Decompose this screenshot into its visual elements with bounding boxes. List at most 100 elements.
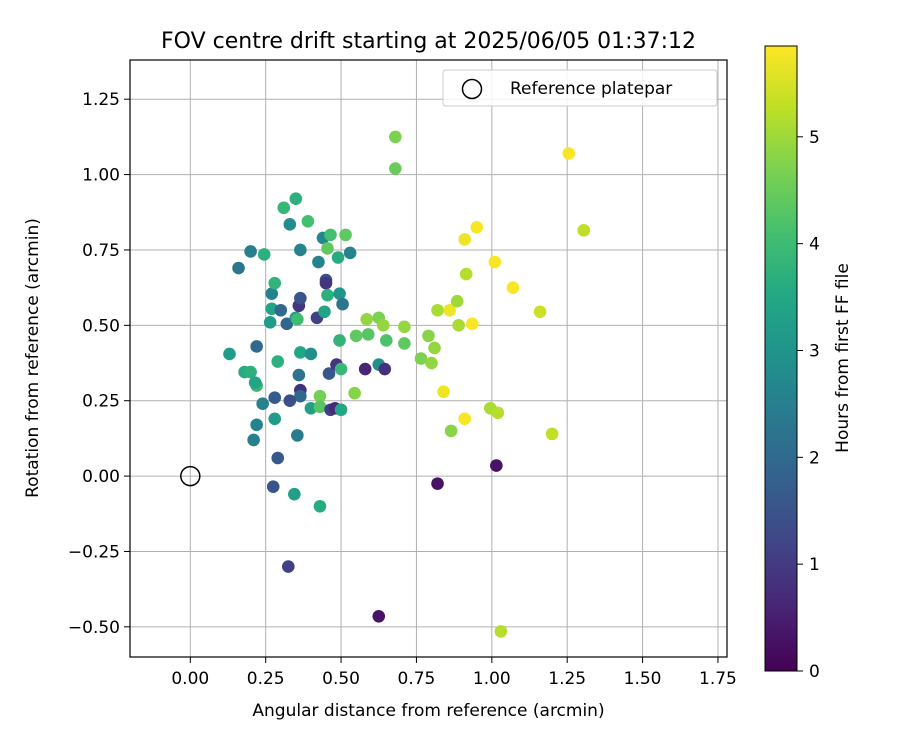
y-tick-label: 0.00: [82, 467, 120, 487]
colorbar-tick-label: 5: [809, 128, 820, 148]
data-point: [425, 356, 438, 370]
data-point: [488, 255, 502, 269]
data-point: [437, 385, 450, 398]
data-point: [294, 291, 307, 305]
data-point: [313, 389, 327, 403]
plot-frame: [129, 59, 728, 658]
data-point: [333, 287, 346, 300]
y-tick-label: −0.25: [68, 542, 120, 562]
x-tick-label: 1.75: [699, 669, 737, 689]
data-point: [450, 294, 464, 308]
data-point: [494, 625, 508, 638]
data-point: [491, 406, 505, 420]
data-point: [331, 251, 345, 264]
data-point: [319, 276, 333, 290]
data-point: [247, 433, 260, 447]
data-point: [490, 459, 503, 472]
data-point: [274, 303, 288, 317]
data-point: [318, 305, 331, 319]
colorbar-tick-label: 1: [809, 555, 820, 575]
data-point: [289, 192, 303, 205]
data-point: [294, 389, 307, 403]
colorbar-gradient: [764, 45, 798, 672]
data-point: [321, 288, 334, 302]
legend: Reference platepar: [442, 69, 718, 107]
colorbar-tick-label: 4: [809, 235, 820, 255]
colorbar-tick-label: 0: [809, 662, 820, 682]
data-point: [389, 162, 402, 175]
data-point: [288, 487, 301, 501]
data-point: [283, 218, 297, 231]
x-tick-label: 0.25: [247, 669, 285, 689]
data-point: [376, 319, 390, 332]
x-tick-label: 1.50: [624, 669, 662, 689]
data-point: [358, 362, 372, 376]
data-point: [283, 394, 297, 408]
data-point: [281, 560, 295, 573]
data-point: [304, 347, 318, 361]
data-point: [256, 397, 269, 411]
x-tick-label: 1.00: [473, 669, 511, 689]
colorbar: 0 1 2 3 4 5 Hours from first FF file: [764, 45, 853, 682]
data-point: [398, 337, 411, 350]
data-point: [349, 329, 363, 343]
data-point: [277, 201, 291, 215]
data-point: [291, 429, 304, 442]
x-axis-label: Angular distance from reference (arcmin): [252, 701, 604, 721]
data-point: [428, 341, 441, 355]
data-points: [223, 130, 591, 638]
data-point: [389, 130, 402, 144]
data-point: [398, 320, 411, 334]
y-tick-label: 1.00: [82, 166, 120, 186]
data-point: [292, 368, 306, 382]
data-point: [414, 352, 428, 365]
data-point: [271, 355, 285, 368]
reference-marker: [180, 465, 201, 487]
data-point: [223, 347, 236, 361]
data-point: [452, 319, 465, 332]
data-point: [360, 313, 373, 326]
data-point: [379, 334, 393, 347]
data-point: [348, 386, 361, 400]
data-point: [294, 346, 307, 359]
colorbar-tick-label: 3: [809, 341, 820, 361]
data-point: [301, 215, 315, 228]
data-point: [291, 313, 304, 326]
data-point: [313, 400, 327, 414]
data-point: [336, 297, 349, 311]
y-tick-label: 0.25: [82, 392, 120, 412]
y-tick-label: 1.25: [82, 90, 120, 110]
data-point: [372, 609, 386, 623]
data-point: [465, 317, 479, 331]
data-point: [324, 228, 337, 242]
data-point: [533, 305, 547, 319]
x-tick-label: 1.25: [548, 669, 586, 689]
y-tick-label: −0.50: [68, 618, 120, 638]
data-point: [322, 367, 336, 380]
data-point: [458, 412, 471, 426]
y-tick-label: 0.75: [82, 241, 120, 261]
chart-title: FOV centre drift starting at 2025/06/05 …: [161, 29, 696, 54]
data-point: [334, 403, 348, 417]
data-point: [250, 340, 263, 353]
data-point: [312, 255, 325, 269]
data-point: [339, 228, 352, 242]
legend-marker-circle: [461, 78, 483, 100]
data-point: [562, 147, 576, 160]
data-point: [334, 362, 348, 376]
data-point: [271, 451, 285, 465]
data-point: [280, 317, 294, 331]
colorbar-tick-label: 2: [809, 448, 820, 468]
data-point: [265, 287, 279, 300]
data-point: [343, 246, 357, 260]
data-point: [268, 412, 282, 426]
data-point: [268, 276, 282, 290]
data-point: [244, 245, 257, 258]
x-axis-ticks: 0.00 0.25 0.50 0.75 1.00 1.25 1.50 1.75: [171, 657, 737, 689]
x-tick-label: 0.50: [322, 669, 360, 689]
data-point: [545, 427, 559, 441]
data-point: [422, 329, 435, 343]
data-point: [313, 499, 327, 513]
data-point: [266, 480, 280, 493]
data-point: [257, 248, 271, 261]
